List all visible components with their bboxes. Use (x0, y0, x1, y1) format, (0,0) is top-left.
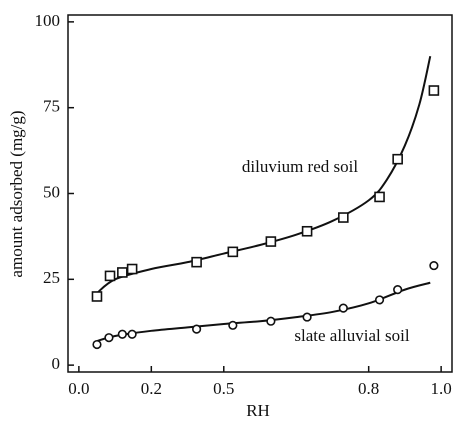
square-marker (117, 267, 128, 278)
circle-marker (374, 295, 385, 305)
square-marker (392, 153, 403, 165)
circle-marker (338, 303, 348, 313)
circle-marker (192, 324, 202, 334)
circle-marker (302, 312, 312, 322)
fit-curve (96, 55, 432, 294)
x-tick-label: 1.0 (431, 379, 452, 398)
y-tick-label: 75 (43, 97, 60, 116)
circle-marker (429, 260, 439, 271)
square-marker (265, 236, 277, 247)
y-tick-label: 100 (35, 11, 61, 30)
circle-marker (92, 339, 102, 350)
x-axis-label: RH (246, 401, 270, 420)
square-marker (301, 225, 313, 237)
y-axis-label: amount adsorbed (mg/g) (7, 110, 26, 277)
y-tick-label: 0 (52, 354, 61, 373)
series-annotation: diluvium red soil (242, 157, 358, 176)
square-marker (191, 256, 202, 268)
circle-marker (127, 329, 137, 339)
square-marker (374, 191, 385, 203)
circle-marker (104, 333, 114, 343)
x-tick-label: 0.5 (213, 379, 234, 398)
circle-marker (117, 329, 127, 339)
square-marker (126, 263, 138, 275)
y-tick-label: 50 (43, 182, 60, 201)
square-marker (227, 246, 239, 258)
square-marker (104, 270, 116, 282)
circle-marker (266, 316, 276, 326)
square-marker (428, 85, 440, 96)
square-marker (91, 291, 103, 302)
series-annotation: slate alluvial soil (294, 326, 409, 345)
x-tick-label: 0.2 (141, 379, 162, 398)
x-tick-label: 0.8 (358, 379, 379, 398)
circle-marker (228, 320, 238, 330)
y-tick-label: 25 (43, 268, 60, 287)
x-tick-label: 0.0 (68, 379, 89, 398)
square-marker (338, 212, 349, 223)
plot-frame (67, 14, 453, 373)
circle-marker (393, 285, 403, 295)
